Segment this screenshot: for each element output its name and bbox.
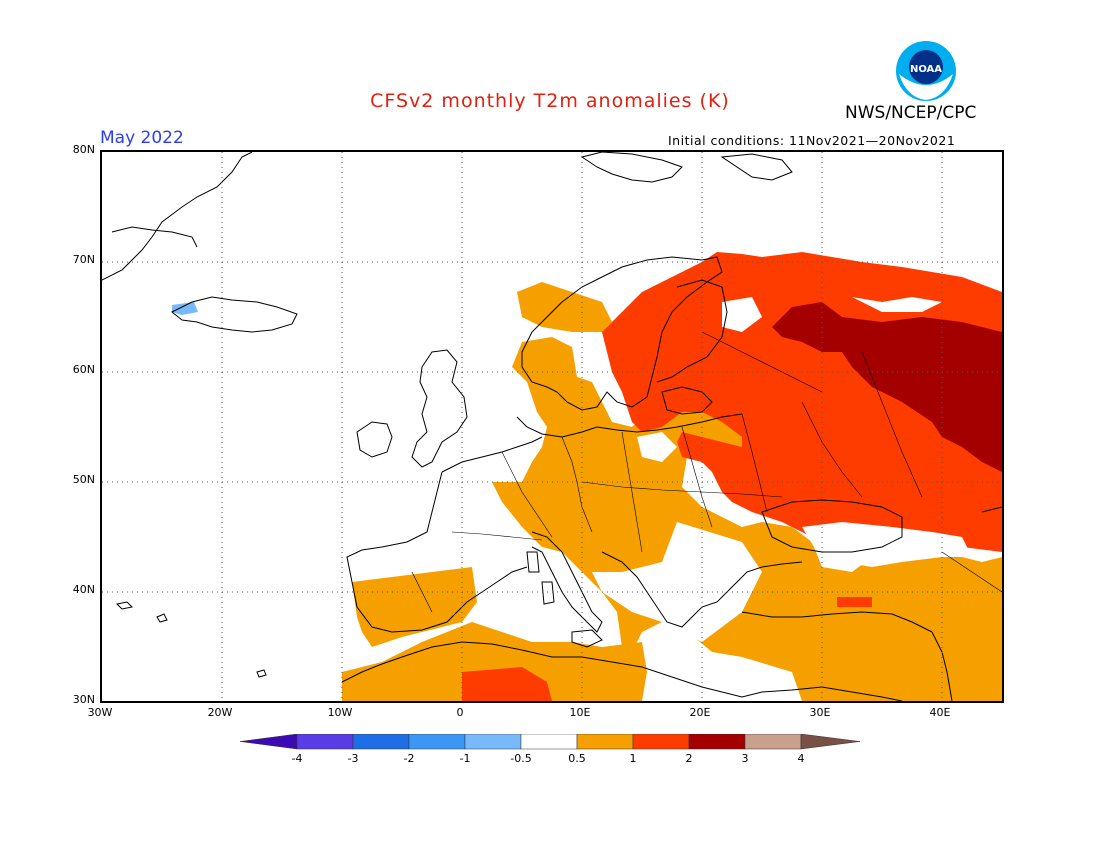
chart-title: CFSv2 monthly T2m anomalies (K): [370, 90, 730, 112]
lon-label: 10W: [327, 706, 353, 719]
anomaly-map: [102, 152, 1002, 701]
anomaly-2-3: [772, 302, 1002, 472]
colorbar-label: 2: [685, 752, 693, 765]
logo-text: NOAA: [910, 64, 942, 75]
lon-label: 20W: [207, 706, 233, 719]
lat-label: 70N: [72, 253, 95, 266]
colorbar-swatch: [576, 734, 634, 750]
colorbar-label: 1: [629, 752, 637, 765]
colorbar-label: -4: [291, 752, 303, 765]
lon-label: 30W: [87, 706, 113, 719]
colorbar-swatch: [296, 734, 354, 750]
colorbar-swatch: [240, 734, 298, 750]
colorbar-swatch: [464, 734, 522, 750]
lat-label: 40N: [72, 583, 95, 596]
lat-label: 50N: [72, 473, 95, 486]
map-area: [100, 150, 1004, 703]
colorbar: [240, 734, 861, 750]
colorbar-swatch: [800, 734, 861, 750]
valid-month: May 2022: [100, 128, 184, 148]
colorbar-label: -3: [347, 752, 359, 765]
lat-label: 30N: [72, 693, 95, 706]
colorbar-swatch: [744, 734, 802, 750]
lon-label: 40E: [929, 706, 951, 719]
colorbar-label: 0.5: [568, 752, 586, 765]
colorbar-swatch: [632, 734, 690, 750]
lon-label: 10E: [569, 706, 591, 719]
lat-label: 80N: [72, 143, 95, 156]
colorbar-label: 3: [741, 752, 749, 765]
agency-label: NWS/NCEP/CPC: [845, 103, 977, 123]
colorbar-swatch: [352, 734, 410, 750]
graticule: [102, 152, 1002, 701]
lon-label: 30E: [809, 706, 831, 719]
colorbar-label: 4: [797, 752, 805, 765]
noaa-logo: NOAA: [896, 41, 956, 101]
colorbar-label: -1: [459, 752, 471, 765]
anomaly-minus-1: [172, 302, 198, 315]
country-borders: [411, 331, 1002, 613]
initial-conditions: Initial conditions: 11Nov2021—20Nov2021: [668, 133, 956, 148]
colorbar-label: -2: [403, 752, 415, 765]
colorbar-swatch: [520, 734, 578, 750]
lat-label: 60N: [72, 363, 95, 376]
colorbar-swatch: [408, 734, 466, 750]
colorbar-swatch: [688, 734, 746, 750]
lon-label: 20E: [689, 706, 711, 719]
colorbar-label: -0.5: [510, 752, 532, 765]
lon-label: 0: [456, 706, 464, 719]
